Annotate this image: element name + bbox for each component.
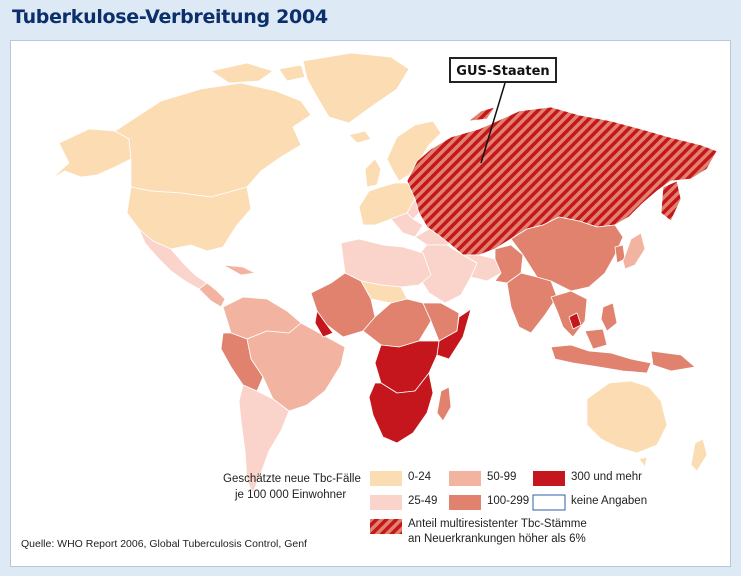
region-novaya-zemlya bbox=[468, 106, 496, 122]
region-japan bbox=[622, 232, 646, 270]
source-note: Quelle: WHO Report 2006, Global Tubercul… bbox=[21, 538, 307, 550]
legend-label-no-data: keine Angaben bbox=[571, 495, 648, 507]
legend-label-0-24: 0-24 bbox=[408, 471, 432, 483]
legend-heading-line2: je 100 000 Einwohner bbox=[235, 489, 347, 501]
region-iran bbox=[462, 254, 502, 282]
region-peru-bolivia bbox=[220, 332, 264, 392]
legend-swatch-300-plus bbox=[533, 471, 565, 486]
gus-leader-line bbox=[480, 82, 506, 164]
map-panel: GUS-Staaten Geschätzte neue Tbc-Fälle je… bbox=[10, 40, 731, 567]
region-southern-cone bbox=[238, 384, 290, 494]
region-central-america bbox=[198, 282, 226, 308]
legend-label-100-299: 100-299 bbox=[487, 495, 530, 507]
legend-label-25-49: 25-49 bbox=[408, 495, 438, 507]
legend-swatch-0-24 bbox=[370, 471, 402, 486]
region-southeast-asia bbox=[550, 290, 588, 338]
region-canada bbox=[114, 82, 312, 198]
region-central-africa bbox=[362, 298, 432, 348]
legend-swatch-mdr bbox=[370, 519, 402, 534]
legend-mdr-line1: Anteil multiresistenter Tbc-Stämme bbox=[408, 518, 587, 530]
legend-heading-line1: Geschätzte neue Tbc-Fälle bbox=[223, 473, 361, 485]
region-indonesia bbox=[550, 344, 652, 374]
legend-label-300-plus: 300 und mehr bbox=[571, 471, 642, 483]
map-title: Tuberkulose-Verbreitung 2004 bbox=[12, 6, 328, 28]
region-alaska bbox=[50, 128, 132, 180]
legend-swatch-25-49 bbox=[370, 495, 402, 510]
legend-swatch-no-data bbox=[532, 494, 566, 511]
legend-label-50-99: 50-99 bbox=[487, 471, 517, 483]
region-caribbean bbox=[222, 264, 256, 276]
legend-swatch-100-299 bbox=[449, 495, 481, 510]
region-madagascar bbox=[436, 386, 452, 422]
region-scandinavia bbox=[386, 120, 442, 182]
region-greenland bbox=[302, 52, 410, 124]
region-cambodia bbox=[568, 312, 582, 330]
region-balkans bbox=[390, 212, 424, 238]
region-papua bbox=[650, 350, 696, 372]
region-uk-ireland bbox=[364, 158, 382, 188]
region-west-africa-high bbox=[314, 310, 334, 338]
region-arctic-islands bbox=[210, 62, 306, 84]
region-iceland bbox=[348, 130, 372, 144]
legend-swatch-50-99 bbox=[449, 471, 481, 486]
region-southern-africa bbox=[368, 372, 434, 444]
region-brazil bbox=[246, 322, 346, 412]
gus-label: GUS-Staaten bbox=[449, 57, 557, 83]
legend-mdr-line2: an Neuerkrankungen höher als 6% bbox=[408, 533, 586, 545]
region-new-zealand bbox=[690, 438, 708, 472]
region-tasmania bbox=[638, 456, 648, 468]
region-australia bbox=[586, 380, 668, 454]
region-borneo bbox=[584, 328, 608, 350]
region-india bbox=[506, 272, 558, 334]
region-kamchatka bbox=[660, 180, 682, 222]
region-somalia bbox=[436, 308, 472, 360]
region-philippines bbox=[600, 302, 618, 332]
world-map bbox=[50, 52, 718, 534]
